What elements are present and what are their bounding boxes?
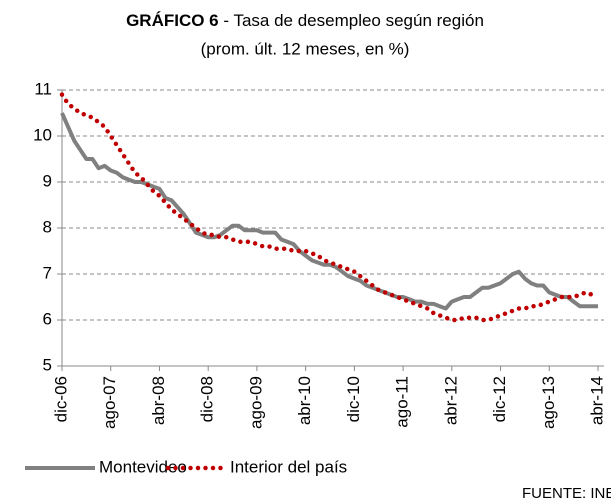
x-tick-label: dic-08 [198,376,217,422]
y-tick-label: 9 [43,171,52,190]
chart-subtitle: - Tasa de desempleo según región [223,11,484,30]
chart-title: GRÁFICO 6 [126,11,219,30]
legend-label: Interior del país [230,457,347,476]
x-tick-label: abr-10 [295,376,314,425]
x-tick-label: ago-07 [100,376,119,429]
y-tick-label: 8 [43,217,52,236]
x-tick-label: dic-10 [344,376,363,422]
x-tick-label: ago-09 [246,376,265,429]
y-tick-label: 5 [43,355,52,374]
chart-subtitle: (prom. últ. 12 meses, en %) [201,39,410,58]
source: FUENTE: INE [522,485,611,502]
x-tick-label: dic-12 [490,376,509,422]
series-line [59,92,601,323]
x-tick-label: ago-13 [539,376,558,429]
x-tick-label: abr-12 [441,376,460,425]
y-tick-label: 6 [43,309,52,328]
x-tick-label: dic-06 [51,376,70,422]
y-tick-label: 7 [43,263,52,282]
x-tick-label: abr-08 [149,376,168,425]
chart-title-line: GRÁFICO 6 - Tasa de desempleo según regi… [126,11,484,30]
y-tick-label: 11 [34,79,52,98]
series-line [60,112,598,311]
legend-label: Montevideo [99,457,187,476]
x-tick-label: abr-14 [587,376,606,425]
y-tick-label: 10 [33,125,52,144]
x-tick-label: ago-11 [393,376,412,428]
